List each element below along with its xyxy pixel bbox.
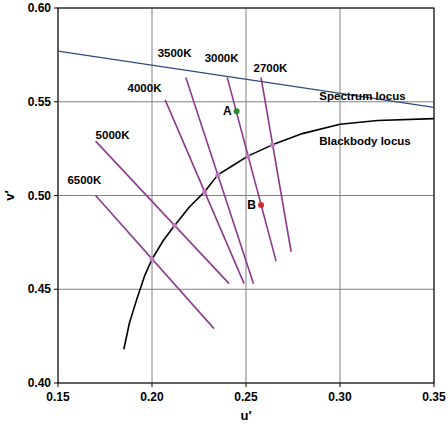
series-line	[58, 51, 434, 107]
tick	[54, 101, 58, 102]
series-line	[165, 100, 244, 284]
tick-label: 0.55	[28, 95, 52, 109]
point	[215, 172, 220, 177]
tick	[54, 383, 58, 384]
tick-label: 0.20	[140, 390, 164, 404]
tick-label: 0.35	[422, 390, 446, 404]
annotation: 3500K	[158, 47, 193, 59]
tick-label: 0.15	[46, 390, 70, 404]
annotation: 6500K	[67, 174, 102, 186]
tick	[58, 383, 59, 387]
series-line	[96, 196, 214, 329]
tick-label: 0.25	[234, 390, 258, 404]
annotation: Spectrum locus	[319, 90, 405, 102]
point	[234, 108, 240, 114]
tick	[54, 195, 58, 196]
point	[172, 223, 177, 228]
series-line	[124, 119, 434, 350]
tick-label: 0.40	[28, 376, 52, 390]
point	[245, 154, 250, 159]
annotation: 2700K	[254, 62, 289, 74]
annotation: 4000K	[128, 82, 163, 94]
annotation: Blackbody locus	[319, 135, 410, 147]
series-line	[96, 141, 229, 284]
series-line	[261, 77, 291, 251]
point-label: B	[247, 198, 256, 212]
point	[150, 257, 155, 262]
tick-label: 0.30	[328, 390, 352, 404]
series-line	[227, 77, 276, 261]
y-axis-label: v′	[2, 190, 17, 200]
grid-line	[58, 289, 434, 290]
tick	[434, 383, 435, 387]
annotation: 5000K	[96, 129, 131, 141]
background	[0, 0, 448, 430]
plot-marks	[58, 51, 434, 349]
tick	[246, 383, 247, 387]
point-label: A	[223, 104, 232, 118]
point	[258, 202, 264, 208]
point	[270, 142, 275, 147]
tick	[152, 383, 153, 387]
tick	[340, 383, 341, 387]
labels: A B Spectrum locus Blackbody locus 6500K 5000…	[67, 47, 410, 212]
plot-frame	[58, 8, 434, 383]
chart: 0.15 0.20 0.25 0.30 0.35 0.40 0.45 0.50 0.55 0.60…	[0, 0, 448, 430]
grid-line	[58, 195, 434, 196]
tick	[54, 289, 58, 290]
tick-label: 0.50	[28, 189, 52, 203]
point	[202, 189, 207, 194]
tick-label: 0.60	[28, 1, 52, 15]
x-axis-label: u′	[240, 408, 251, 423]
tick-label: 0.45	[28, 282, 52, 296]
annotation: 3000K	[205, 52, 240, 64]
tick	[54, 8, 58, 9]
series-line	[186, 77, 254, 283]
